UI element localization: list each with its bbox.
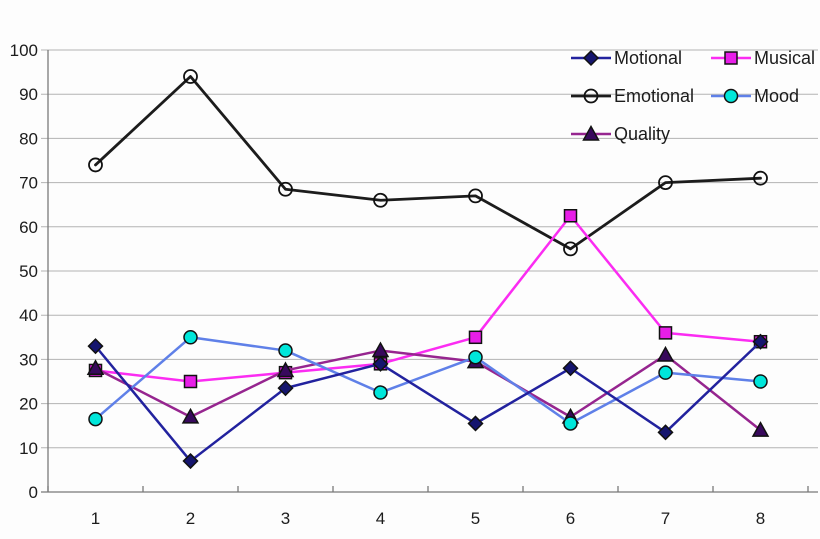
series-motional xyxy=(87,333,769,470)
y-tick-label: 20 xyxy=(19,395,38,414)
y-tick-label: 80 xyxy=(19,129,38,148)
axes xyxy=(41,50,818,493)
y-tick-label: 10 xyxy=(19,439,38,458)
legend-label: Mood xyxy=(754,85,800,106)
x-tick-label: 2 xyxy=(186,509,195,528)
y-tick-label: 50 xyxy=(19,262,38,281)
legend-swatch-diamond-icon xyxy=(571,49,611,67)
series-mood xyxy=(88,330,768,431)
gridlines xyxy=(41,49,818,449)
legend-swatch-square-icon xyxy=(711,51,751,65)
y-tick-label: 60 xyxy=(19,218,38,237)
legend-item-emotional: Emotional xyxy=(570,83,710,109)
y-tick-label: 0 xyxy=(29,483,38,502)
x-tick-label: 8 xyxy=(756,509,765,528)
x-tick-label: 6 xyxy=(566,509,575,528)
x-tick-label: 4 xyxy=(376,509,385,528)
legend-label: Emotional xyxy=(614,85,695,106)
x-tick-label: 1 xyxy=(91,509,100,528)
y-tick-label: 40 xyxy=(19,306,38,325)
legend-label: Musical xyxy=(754,47,816,68)
legend-item-motional: Motional xyxy=(570,45,710,71)
x-tick-label: 7 xyxy=(661,509,670,528)
legend-swatch-circle-icon xyxy=(711,88,751,104)
y-tick-label: 30 xyxy=(19,350,38,369)
legend: Motional Musical Emotional Mood Quality xyxy=(570,45,815,147)
x-tick-label: 5 xyxy=(471,509,480,528)
y-tick-label: 70 xyxy=(19,174,38,193)
legend-item-musical: Musical xyxy=(710,45,815,71)
legend-swatch-triangle-icon xyxy=(571,125,611,141)
x-tick-label: 3 xyxy=(281,509,290,528)
legend-label: Motional xyxy=(614,47,683,68)
series-quality xyxy=(86,341,770,437)
tick-labels: 0 10 20 30 40 50 60 70 80 90 100 1 2 3 4 5 6 7 8 xyxy=(10,41,766,528)
y-tick-label: 90 xyxy=(19,85,38,104)
legend-swatch-circle-open-icon xyxy=(571,88,611,104)
legend-label: Quality xyxy=(614,123,671,144)
legend-item-mood: Mood xyxy=(710,83,815,109)
y-tick-label: 100 xyxy=(10,41,38,60)
legend-item-quality: Quality xyxy=(570,121,710,147)
series-emotional xyxy=(88,69,768,257)
